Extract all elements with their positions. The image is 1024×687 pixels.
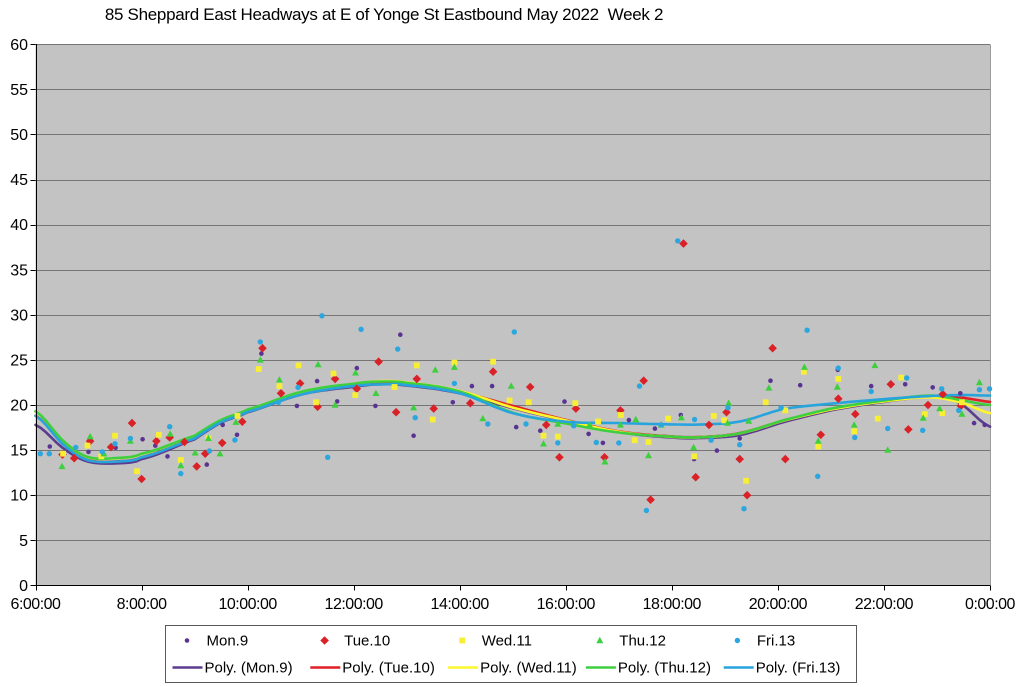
svg-text:85 Sheppard East Headways at E: 85 Sheppard East Headways at E of Yonge … [105,5,663,24]
svg-text:0: 0 [19,578,28,595]
svg-text:0:00:00: 0:00:00 [965,596,1015,613]
svg-text:40: 40 [10,217,28,234]
svg-text:Poly. (Fri.13): Poly. (Fri.13) [756,660,841,677]
svg-text:5: 5 [19,533,28,550]
svg-text:8:00:00: 8:00:00 [117,596,167,613]
svg-text:16:00:00: 16:00:00 [537,596,596,613]
svg-text:6:00:00: 6:00:00 [11,596,61,613]
svg-text:15: 15 [10,443,28,460]
svg-text:60: 60 [10,37,28,54]
svg-text:45: 45 [10,172,28,189]
svg-text:35: 35 [10,262,28,279]
svg-text:20:00:00: 20:00:00 [749,596,808,613]
svg-text:Fri.13: Fri.13 [757,633,795,650]
svg-text:14:00:00: 14:00:00 [431,596,490,613]
svg-text:22:00:00: 22:00:00 [855,596,914,613]
svg-text:12:00:00: 12:00:00 [325,596,384,613]
svg-text:10: 10 [10,488,28,505]
svg-text:Thu.12: Thu.12 [619,633,666,650]
svg-text:55: 55 [10,82,28,99]
svg-text:Poly. (Wed.11): Poly. (Wed.11) [480,660,577,677]
svg-text:20: 20 [10,398,28,415]
svg-text:10:00:00: 10:00:00 [218,596,277,613]
svg-text:Poly. (Mon.9): Poly. (Mon.9) [205,660,293,677]
svg-text:18:00:00: 18:00:00 [643,596,702,613]
svg-text:Wed.11: Wed.11 [482,633,532,650]
svg-text:Mon.9: Mon.9 [207,633,249,650]
svg-text:30: 30 [10,307,28,324]
svg-text:25: 25 [10,352,28,369]
svg-text:Poly. (Tue.10): Poly. (Tue.10) [342,660,435,677]
svg-text:50: 50 [10,127,28,144]
svg-text:Tue.10: Tue.10 [344,633,390,650]
svg-text:Poly. (Thu.12): Poly. (Thu.12) [618,660,711,677]
